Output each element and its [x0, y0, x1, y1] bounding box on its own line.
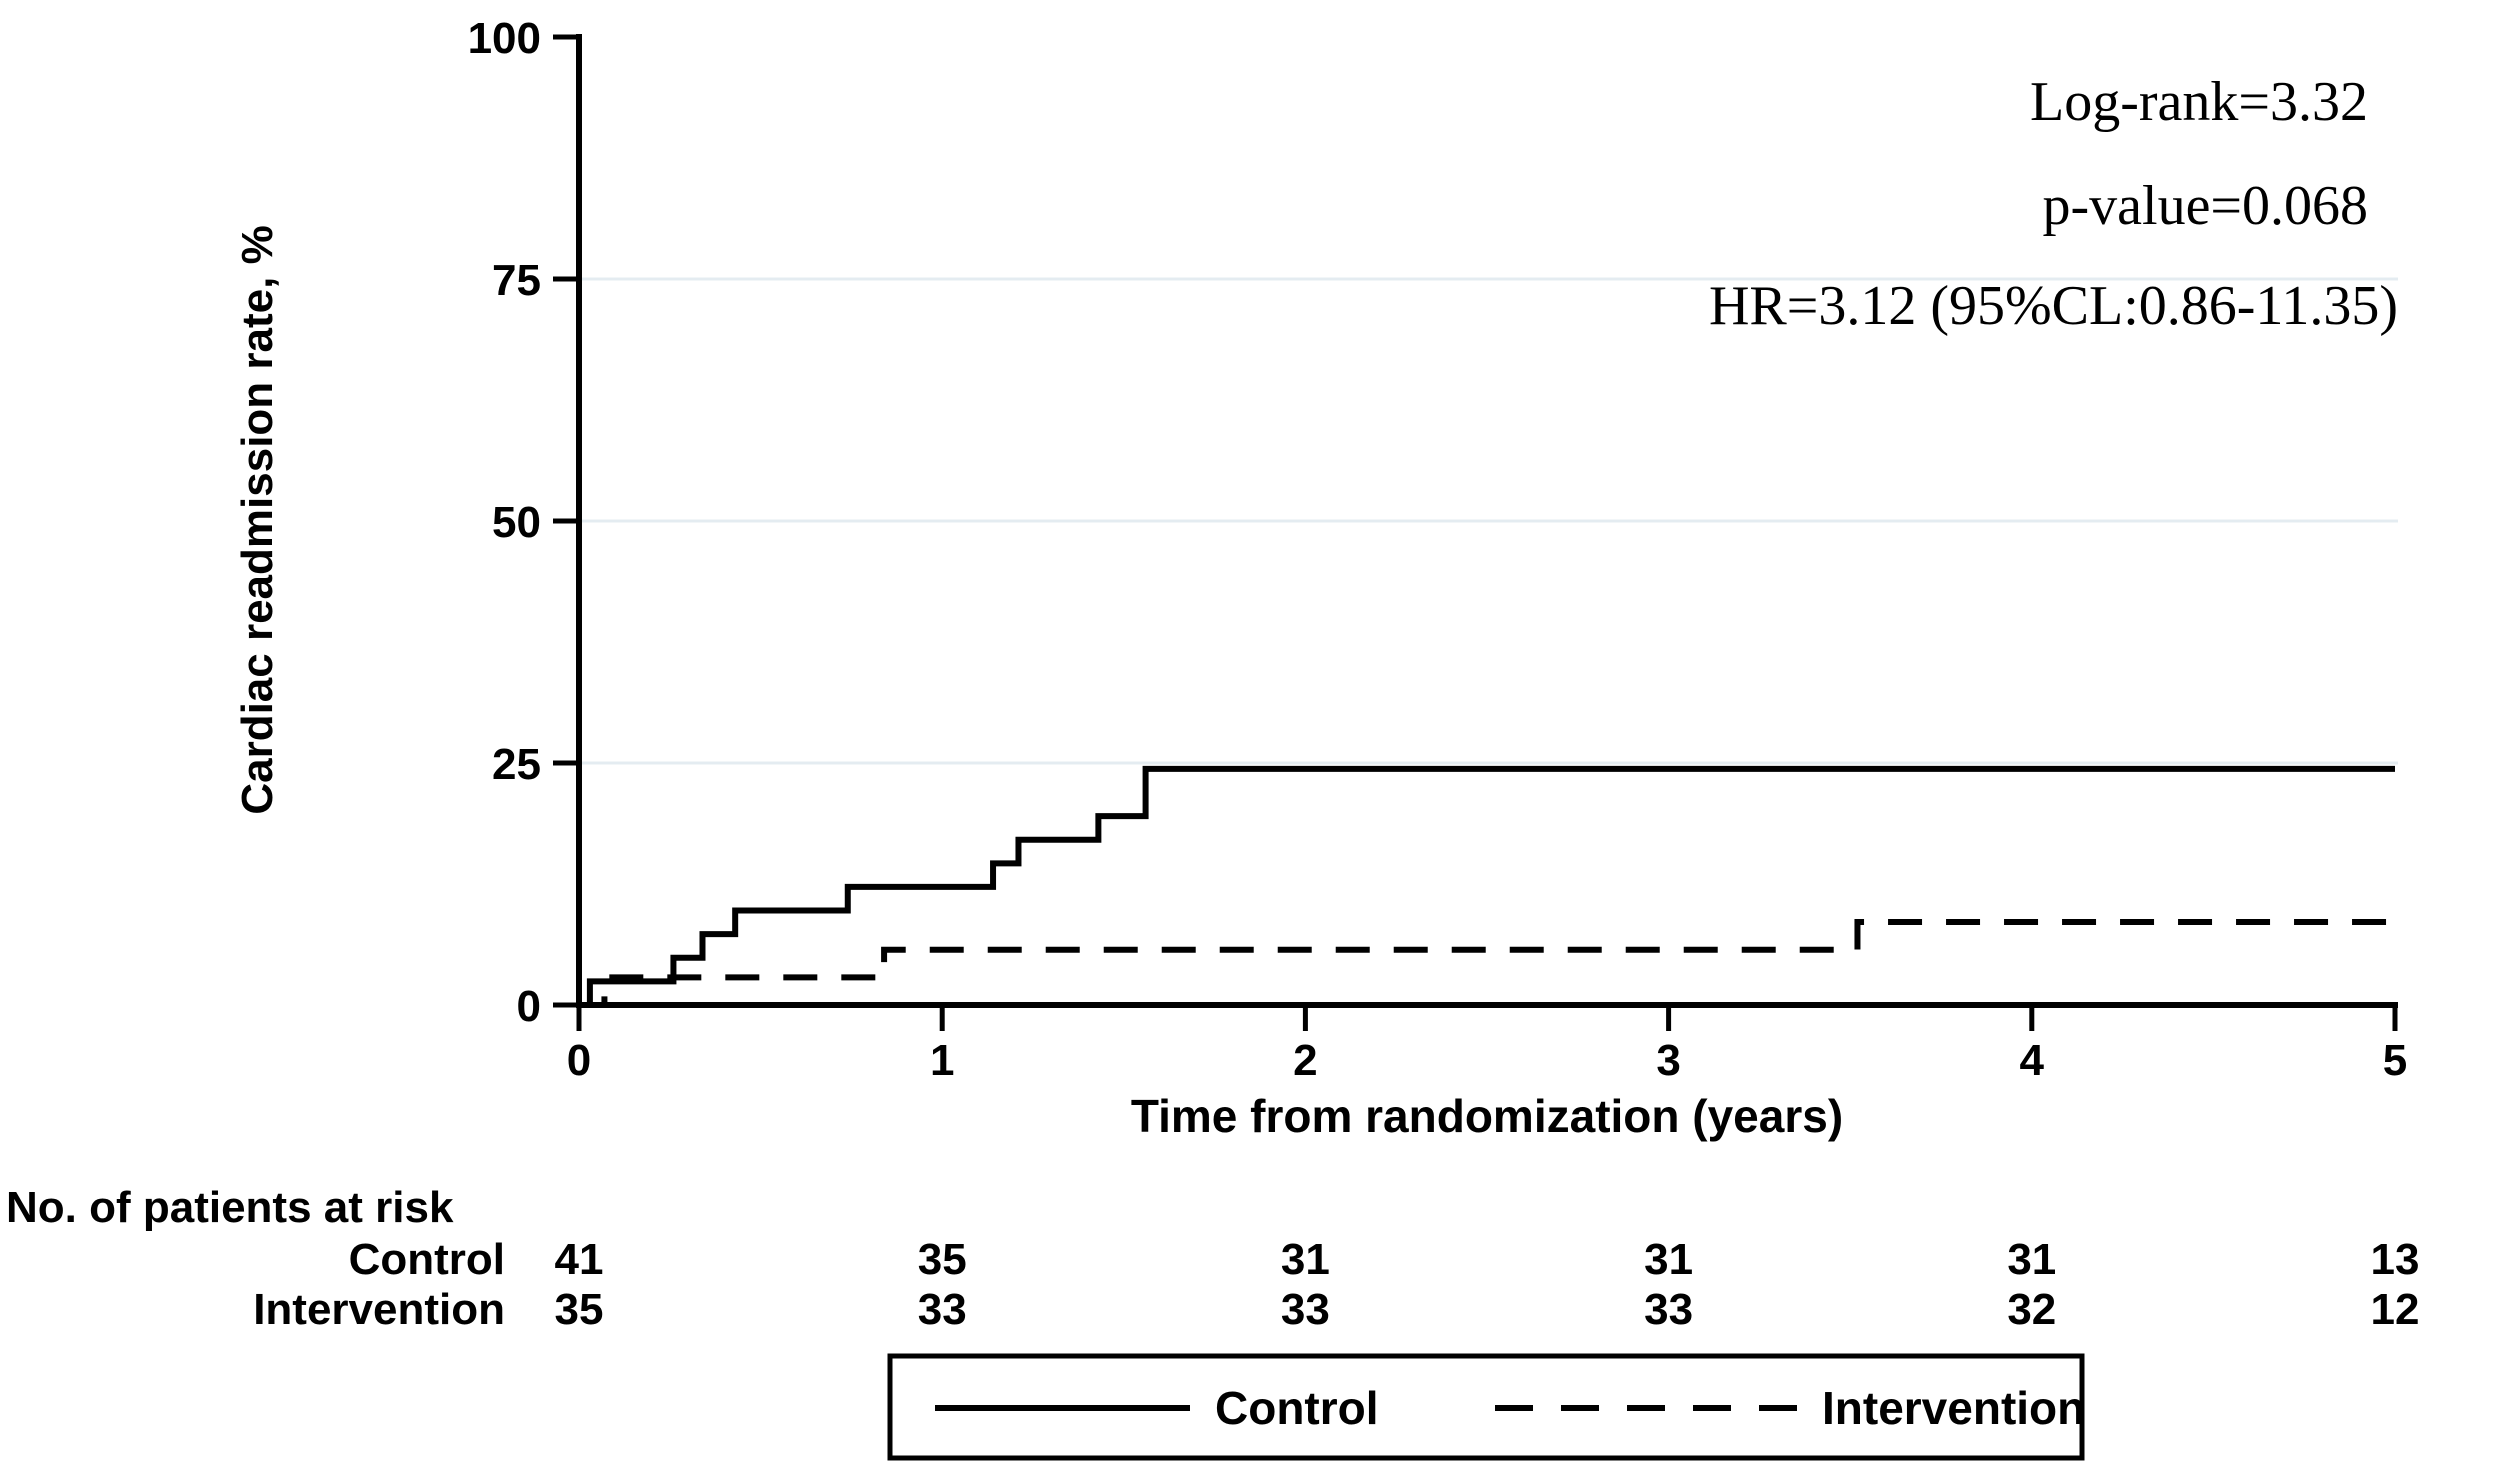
pvalue-annotation: p-value=0.068 — [2043, 175, 2369, 237]
risk-row-label-control: Control — [349, 1235, 505, 1284]
risk-table-title: No. of patients at risk — [6, 1183, 454, 1232]
survival-curves — [579, 765, 2395, 1008]
intervention-curve — [579, 919, 2395, 1008]
risk-value-intervention-t4: 32 — [2007, 1285, 2056, 1334]
legend-label-intervention: Intervention — [1822, 1382, 2085, 1434]
risk-value-intervention-t3: 33 — [1644, 1285, 1693, 1334]
risk-row-label-intervention: Intervention — [253, 1285, 505, 1334]
risk-value-control-t0: 41 — [555, 1235, 604, 1284]
risk-value-control-t3: 31 — [1644, 1235, 1693, 1284]
y-tick-label-75: 75 — [492, 256, 541, 305]
x-tick-label-3: 3 — [1656, 1036, 1680, 1085]
axes: 0 25 50 75 100 0 1 2 3 4 5 — [468, 14, 2408, 1085]
risk-value-control-t1: 35 — [918, 1235, 967, 1284]
risk-value-intervention-t0: 35 — [555, 1285, 604, 1334]
risk-value-control-t5: 13 — [2371, 1235, 2420, 1284]
risk-value-intervention-t1: 33 — [918, 1285, 967, 1334]
gridlines — [579, 277, 2398, 765]
x-tick-label-0: 0 — [567, 1036, 591, 1085]
legend: Control Intervention — [887, 1353, 2085, 1461]
legend-label-control: Control — [1215, 1382, 1379, 1434]
risk-value-control-t2: 31 — [1281, 1235, 1330, 1284]
y-axis-title: Cardiac readmission rate, % — [233, 225, 282, 814]
y-tick-label-25: 25 — [492, 740, 541, 789]
x-tick-label-4: 4 — [2020, 1036, 2045, 1085]
risk-table: No. of patients at risk Control Interven… — [6, 1183, 2419, 1334]
y-tick-label-50: 50 — [492, 498, 541, 547]
risk-value-intervention-t2: 33 — [1281, 1285, 1330, 1334]
control-curve — [579, 765, 2395, 1008]
x-tick-label-5: 5 — [2383, 1036, 2407, 1085]
hazard-ratio-annotation: HR=3.12 (95%CL:0.86-11.35) — [1709, 275, 2398, 337]
y-tick-label-100: 100 — [468, 14, 541, 63]
risk-value-control-t4: 31 — [2007, 1235, 2056, 1284]
x-axis-title: Time from randomization (years) — [1131, 1090, 1843, 1142]
risk-value-intervention-t5: 12 — [2371, 1285, 2420, 1334]
x-tick-label-2: 2 — [1293, 1036, 1317, 1085]
x-tick-label-1: 1 — [930, 1036, 954, 1085]
y-tick-label-0: 0 — [517, 982, 541, 1031]
stats-annotations: Log-rank=3.32 p-value=0.068 HR=3.12 (95%… — [1709, 71, 2398, 337]
logrank-annotation: Log-rank=3.32 — [2030, 71, 2368, 133]
